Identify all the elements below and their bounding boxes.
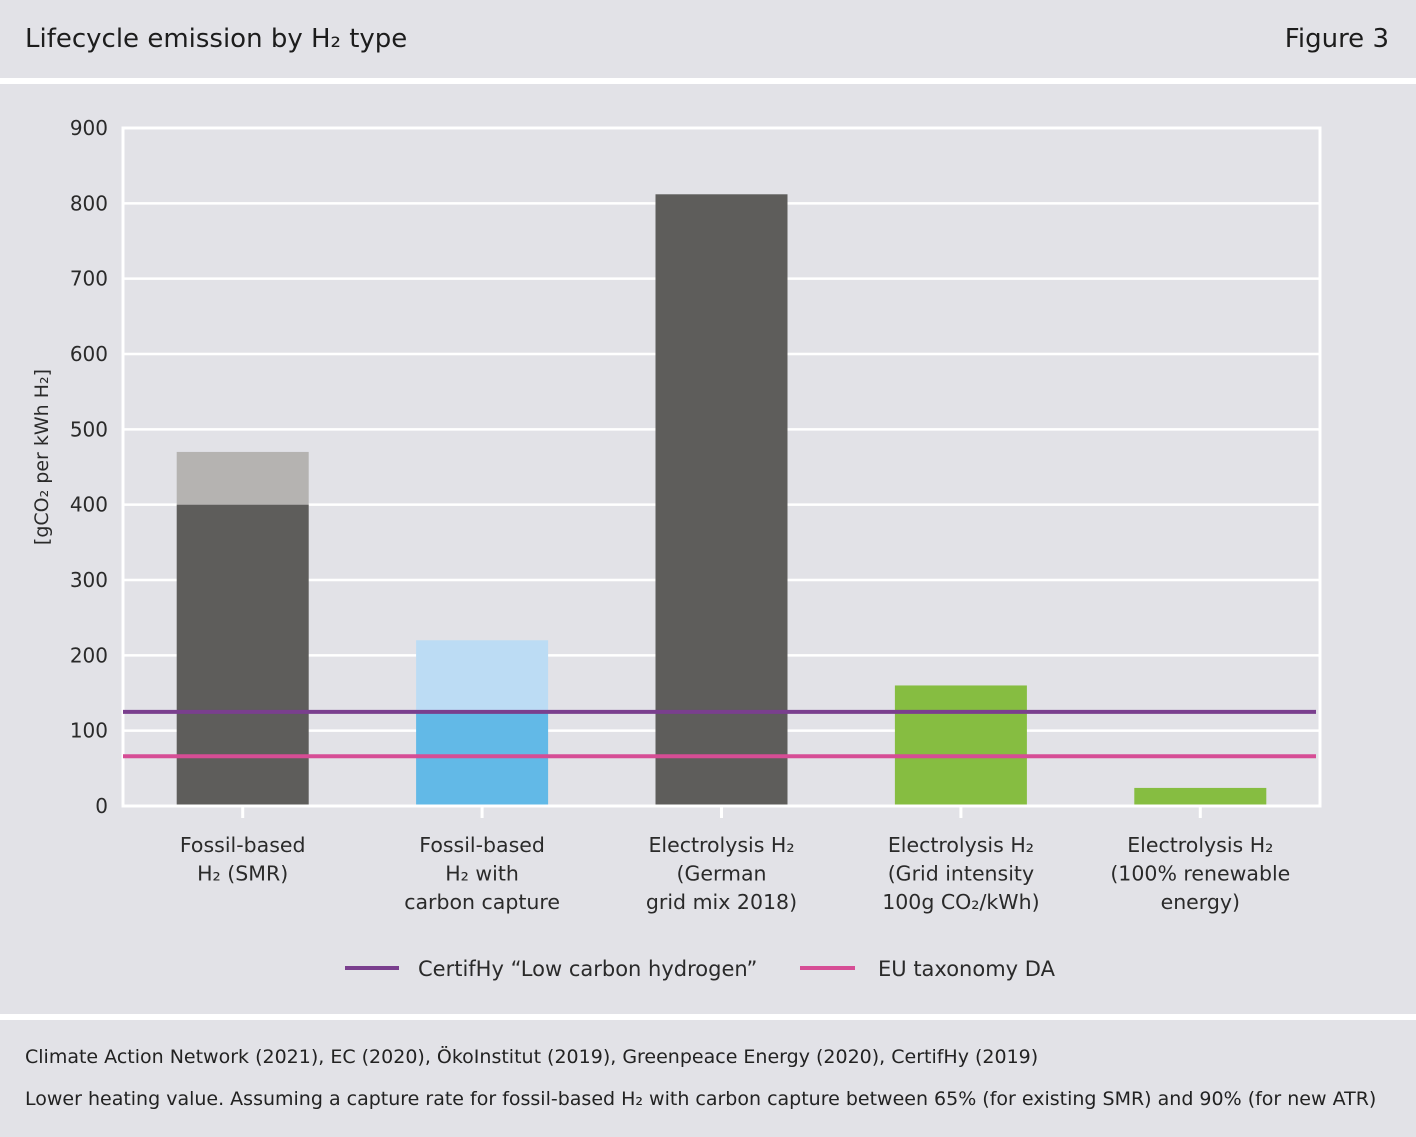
x-tick-label: (100% renewable — [1110, 862, 1290, 886]
y-axis-label: [gCO₂ per kWh H₂] — [31, 369, 53, 545]
figure-label: Figure 3 — [1284, 24, 1389, 54]
figure-header: Lifecycle emission by H₂ type Figure 3 — [0, 0, 1416, 80]
bar — [176, 504, 309, 806]
y-tick-label: 900 — [70, 116, 108, 140]
legend-label: CertifHy “Low carbon hydrogen” — [418, 957, 757, 981]
x-tick-label: 100g CO₂/kWh) — [882, 890, 1039, 914]
x-tick-label: Fossil-based — [180, 833, 306, 857]
methodology-note: Lower heating value. Assuming a capture … — [25, 1088, 1377, 1110]
bar — [655, 194, 788, 806]
y-tick-label: 600 — [70, 342, 108, 366]
y-tick-label: 100 — [70, 719, 108, 743]
y-tick-label: 300 — [70, 568, 108, 592]
x-tick-label: carbon capture — [404, 890, 560, 914]
y-tick-label: 700 — [70, 267, 108, 291]
y-tick-label: 800 — [70, 191, 108, 215]
x-tick-label: Electrolysis H₂ — [1127, 833, 1273, 857]
bar — [1134, 787, 1267, 806]
bar-range — [416, 640, 549, 712]
y-tick-label: 500 — [70, 417, 108, 441]
bar-range — [176, 451, 309, 505]
footer-divider — [0, 1014, 1416, 1020]
legend-label: EU taxonomy DA — [878, 957, 1056, 981]
x-tick-label: H₂ with — [445, 862, 519, 886]
x-tick-label: Fossil-based — [419, 833, 545, 857]
x-tick-label: (Grid intensity — [888, 862, 1034, 886]
x-tick-label: (German — [676, 862, 766, 886]
y-tick-label: 400 — [70, 493, 108, 517]
x-tick-label: energy) — [1161, 890, 1240, 914]
source-note: Climate Action Network (2021), EC (2020)… — [25, 1046, 1039, 1068]
bar — [894, 685, 1027, 806]
x-tick-label: grid mix 2018) — [646, 890, 797, 914]
x-tick-label: Electrolysis H₂ — [888, 833, 1034, 857]
bar-chart: 0 100 200 300 400 500 600 700 800 900 [gCO₂ per kW… — [31, 116, 1322, 981]
chart-title: Lifecycle emission by H₂ type — [25, 24, 408, 54]
y-tick-label: 200 — [70, 643, 108, 667]
header-divider — [0, 78, 1416, 84]
y-tick-label: 0 — [95, 794, 108, 818]
x-tick-label: Electrolysis H₂ — [648, 833, 794, 857]
bar — [416, 711, 549, 806]
x-tick-label: H₂ (SMR) — [197, 862, 288, 886]
